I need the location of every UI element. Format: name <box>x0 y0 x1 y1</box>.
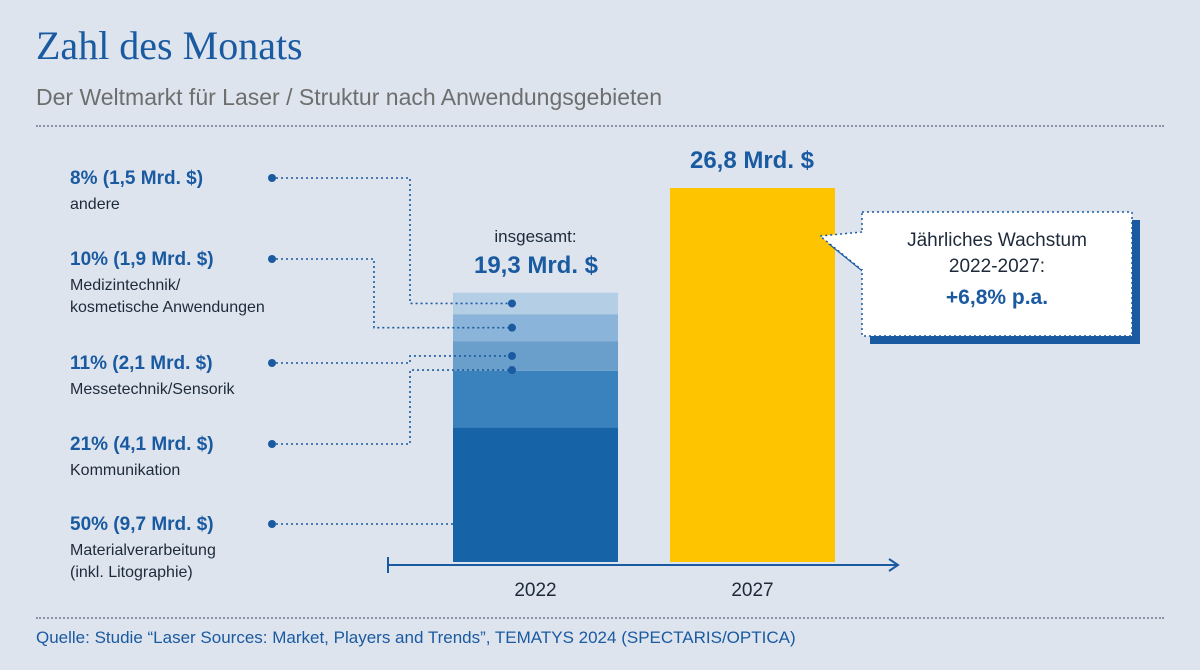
legend-bullet <box>268 440 276 448</box>
legend-label: Medizintechnik/ kosmetische Anwendungen <box>70 275 265 319</box>
leader-line <box>276 355 510 364</box>
legend-label: Messetechnik/Sensorik <box>70 381 235 398</box>
growth-callout: Jährliches Wachstum 2022-2027: +6,8% p.a… <box>862 212 1132 336</box>
bar-2022-segment <box>453 341 618 371</box>
legend-bullet <box>268 359 276 367</box>
legend-value: 8% (1,5 Mrd. $) <box>70 168 204 189</box>
legend-label-line: Medizintechnik/ <box>70 277 181 294</box>
bar-2022-segment <box>453 427 618 562</box>
legend-value: 21% (4,1 Mrd. $) <box>70 434 214 455</box>
callout-pointer <box>818 231 863 271</box>
legend-value: 11% (2,1 Mrd. $) <box>70 353 213 374</box>
callout-line-2: 2022-2027: <box>948 256 1046 277</box>
legend-label: Kommunikation <box>70 462 181 479</box>
callout-box <box>861 211 1133 337</box>
source-note: Quelle: Studie “Laser Sources: Market, P… <box>36 628 796 647</box>
legend-label-line: (inkl. Litographie) <box>70 564 193 581</box>
legend-item-messetechnik: 11% (2,1 Mrd. $) Messetechnik/Sensorik <box>70 353 235 401</box>
legend-item-materialverarbeitung: 50% (9,7 Mrd. $) Materialverarbeitung (i… <box>70 514 216 584</box>
top-divider <box>36 125 1164 127</box>
x-tick-2022: 2022 <box>514 580 557 601</box>
bar-2022-total-label: 19,3 Mrd. $ <box>473 252 599 279</box>
leader-line <box>276 177 510 305</box>
bar-2022-segment <box>453 314 618 342</box>
legend-label-line: kosmetische Anwendungen <box>70 299 265 316</box>
bar-2027 <box>670 188 835 562</box>
callout-pointer-mask <box>861 233 864 269</box>
legend-label-line: Materialverarbeitung <box>70 542 216 559</box>
segment-marker <box>508 299 516 308</box>
x-axis-arrow-icon <box>888 558 900 572</box>
legend-bullet <box>268 520 276 528</box>
legend-label: andere <box>70 196 120 213</box>
legend-value: 50% (9,7 Mrd. $) <box>70 514 214 535</box>
callout-growth-rate: +6,8% p.a. <box>945 286 1049 309</box>
legend-item-kommunikation: 21% (4,1 Mrd. $) Kommunikation <box>70 434 214 482</box>
bar-2022-segment <box>453 370 618 428</box>
segment-marker <box>508 366 516 375</box>
callout-line-1: Jährliches Wachstum <box>907 230 1087 251</box>
leader-line <box>276 369 510 445</box>
legend-bullet <box>268 255 276 263</box>
bottom-divider <box>36 617 1164 619</box>
legend-item-medizintechnik: 10% (1,9 Mrd. $) Medizintechnik/ kosmeti… <box>70 249 265 319</box>
legend-value: 10% (1,9 Mrd. $) <box>70 249 214 270</box>
legend-bullet <box>268 174 276 182</box>
legend-item-andere: 8% (1,5 Mrd. $) andere <box>70 168 203 216</box>
page-subtitle: Der Weltmarkt für Laser / Struktur nach … <box>36 84 663 110</box>
page-title: Zahl des Monats <box>36 23 303 68</box>
legend-label: Materialverarbeitung (inkl. Litographie) <box>70 540 216 584</box>
bar-2027-total-label: 26,8 Mrd. $ <box>689 147 815 174</box>
bar-2022-segment <box>453 292 618 315</box>
segment-marker <box>508 351 516 360</box>
x-tick-2027: 2027 <box>731 580 774 601</box>
segment-marker <box>508 323 516 332</box>
bar-2022-caption: insgesamt: <box>494 227 577 246</box>
